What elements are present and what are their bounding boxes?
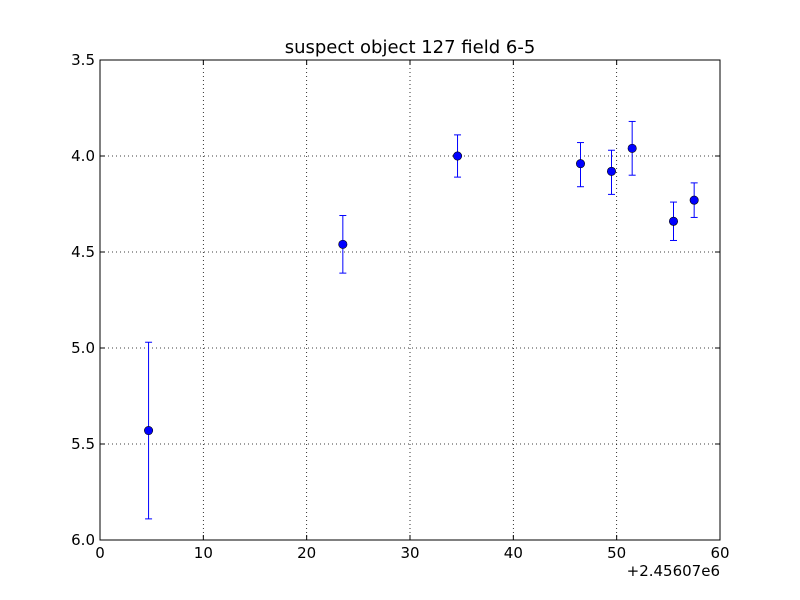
- x-tick-label: 50: [607, 544, 626, 562]
- data-marks: [144, 120, 699, 520]
- data-point: [606, 166, 616, 176]
- data-point: [338, 239, 348, 249]
- data-point: [668, 216, 678, 226]
- data-point: [575, 159, 585, 169]
- axis-ticks: 0 10 20 30 40 50 60 3.5 4.0 4.5 5.0 5.5 6.0: [71, 51, 729, 562]
- y-tick-label: 3.5: [71, 51, 95, 69]
- x-tick-label: 10: [194, 544, 213, 562]
- y-tick-label: 4.5: [71, 243, 95, 261]
- grid: [100, 60, 720, 540]
- y-tick-label: 5.5: [71, 435, 95, 453]
- data-point: [689, 195, 699, 205]
- x-tick-label: 20: [297, 544, 316, 562]
- data-point: [144, 426, 154, 436]
- x-tick-label: 40: [504, 544, 523, 562]
- y-tick-label: 6.0: [71, 531, 95, 549]
- x-tick-label: 30: [400, 544, 419, 562]
- data-point: [453, 151, 463, 161]
- x-tick-label: 0: [95, 544, 105, 562]
- data-point: [627, 143, 637, 153]
- chart-title: suspect object 127 field 6-5: [285, 37, 536, 58]
- y-tick-label: 4.0: [71, 147, 95, 165]
- y-tick-label: 5.0: [71, 339, 95, 357]
- x-tick-label: 60: [710, 544, 729, 562]
- x-offset-label: +2.45607e6: [627, 562, 720, 580]
